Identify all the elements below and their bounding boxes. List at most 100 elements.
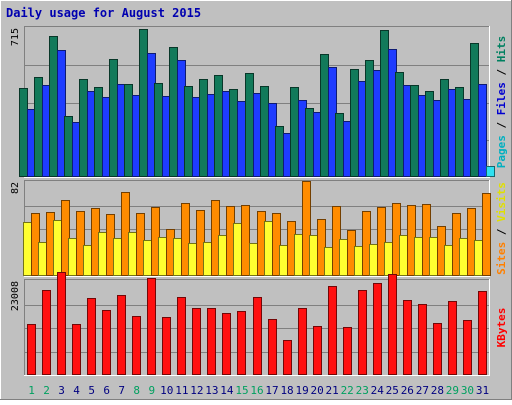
day-label-11: 11 (175, 384, 188, 397)
side-label-visits-sites: Sites / Visits (495, 182, 508, 275)
bar-visits-day-25 (384, 242, 393, 276)
bar-hits-day-12 (184, 86, 193, 177)
day-label-22: 22 (341, 384, 354, 397)
side-label-kbytes: KBytes (495, 308, 508, 348)
bar-visits-day-10 (158, 237, 167, 276)
bar-kbytes-day-30 (463, 320, 472, 375)
side-label-part: Files (495, 82, 508, 115)
side-label-part: Pages (495, 135, 508, 168)
bar-hits-day-8 (124, 84, 133, 177)
bar-kbytes-day-23 (358, 290, 367, 375)
bar-kbytes-day-17 (268, 319, 277, 375)
bar-kbytes-day-22 (343, 327, 352, 375)
bar-kbytes-day-25 (388, 274, 397, 375)
day-label-18: 18 (280, 384, 293, 397)
bar-hits-day-23 (350, 69, 359, 177)
day-label-27: 27 (416, 384, 429, 397)
bar-kbytes-day-12 (192, 308, 201, 375)
bar-kbytes-day-28 (433, 323, 442, 375)
side-label-part: Sites (495, 242, 508, 275)
bar-sites-day-23 (362, 211, 371, 276)
bar-hits-day-22 (335, 113, 344, 177)
bar-visits-day-28 (429, 237, 438, 276)
side-label-part: / (495, 62, 508, 82)
bar-kbytes-day-29 (448, 301, 457, 375)
day-label-30: 30 (461, 384, 474, 397)
day-label-4: 4 (73, 384, 80, 397)
bar-kbytes-day-26 (403, 300, 412, 375)
bar-files-day-31 (478, 84, 487, 177)
bar-kbytes-day-13 (207, 308, 216, 375)
panel-visits-sites: 82 Sites / Visits (10, 180, 508, 277)
bar-visits-day-17 (264, 221, 273, 276)
bar-visits-day-23 (354, 246, 363, 276)
bar-kbytes-day-8 (132, 316, 141, 375)
bar-visits-day-3 (53, 220, 62, 276)
bar-visits-day-22 (339, 239, 348, 276)
day-label-15: 15 (235, 384, 248, 397)
bar-hits-day-6 (94, 87, 103, 177)
bar-visits-day-15 (233, 223, 242, 276)
bar-files-day-3 (57, 50, 66, 177)
day-label-29: 29 (446, 384, 459, 397)
side-label-hits-files-pages: Pages / Files / Hits (495, 36, 508, 169)
bar-kbytes-day-27 (418, 304, 427, 375)
bar-hits-day-21 (320, 54, 329, 177)
bar-visits-day-5 (83, 245, 92, 276)
bar-sites-day-15 (241, 205, 250, 276)
side-label-part: Visits (495, 182, 508, 222)
day-label-21: 21 (326, 384, 339, 397)
bar-kbytes-day-10 (162, 317, 171, 375)
bar-hits-day-16 (245, 73, 254, 177)
bar-kbytes-day-9 (147, 278, 156, 375)
bar-hits-day-11 (169, 47, 178, 177)
day-label-8: 8 (133, 384, 140, 397)
bar-visits-day-19 (294, 234, 303, 276)
bar-kbytes-day-15 (237, 311, 246, 375)
bar-hits-day-4 (64, 116, 73, 177)
bar-visits-day-8 (128, 232, 137, 276)
bar-files-day-15 (237, 101, 246, 177)
bar-hits-day-17 (260, 86, 269, 177)
bar-hits-day-2 (34, 77, 43, 177)
bar-hits-day-5 (79, 79, 88, 177)
bar-hits-day-31 (470, 43, 479, 177)
day-label-20: 20 (311, 384, 324, 397)
bar-visits-day-18 (279, 245, 288, 276)
day-label-6: 6 (103, 384, 110, 397)
day-labels: 1 2 3 4 5 6 7 8 9 10 11 12 13 14 15 16 17 18 19 20 21 22 23 24 2… (28, 384, 489, 397)
bar-kbytes-day-16 (253, 297, 262, 375)
bar-kbytes-day-14 (222, 313, 231, 375)
day-label-26: 26 (401, 384, 414, 397)
day-label-13: 13 (205, 384, 218, 397)
bar-hits-day-15 (229, 89, 238, 177)
bar-hits-day-20 (305, 108, 314, 177)
bar-kbytes-day-7 (117, 295, 126, 375)
bar-hits-day-19 (290, 87, 299, 177)
day-label-16: 16 (250, 384, 263, 397)
bar-visits-day-27 (414, 237, 423, 276)
bar-hits-day-10 (154, 83, 163, 177)
bar-hits-day-13 (199, 79, 208, 177)
day-label-23: 23 (356, 384, 369, 397)
bar-visits-day-13 (203, 242, 212, 276)
bar-visits-day-1 (23, 222, 32, 276)
bar-kbytes-day-6 (102, 310, 111, 375)
bar-kbytes-day-5 (87, 298, 96, 375)
side-label-part: Hits (495, 36, 508, 63)
day-label-14: 14 (220, 384, 234, 397)
bar-kbytes-day-18 (283, 340, 292, 375)
bar-hits-day-7 (109, 59, 118, 177)
bar-hits-day-29 (440, 79, 449, 177)
bar-hits-day-26 (395, 72, 404, 177)
day-label-10: 10 (160, 384, 173, 397)
day-label-1: 1 (28, 384, 35, 397)
bar-hits-day-27 (410, 85, 419, 177)
bar-kbytes-day-20 (313, 326, 322, 375)
day-label-5: 5 (88, 384, 95, 397)
bar-visits-day-20 (309, 235, 318, 276)
bar-hits-day-28 (425, 91, 434, 177)
bar-visits-day-2 (38, 242, 47, 276)
bar-hits-day-24 (365, 60, 374, 177)
